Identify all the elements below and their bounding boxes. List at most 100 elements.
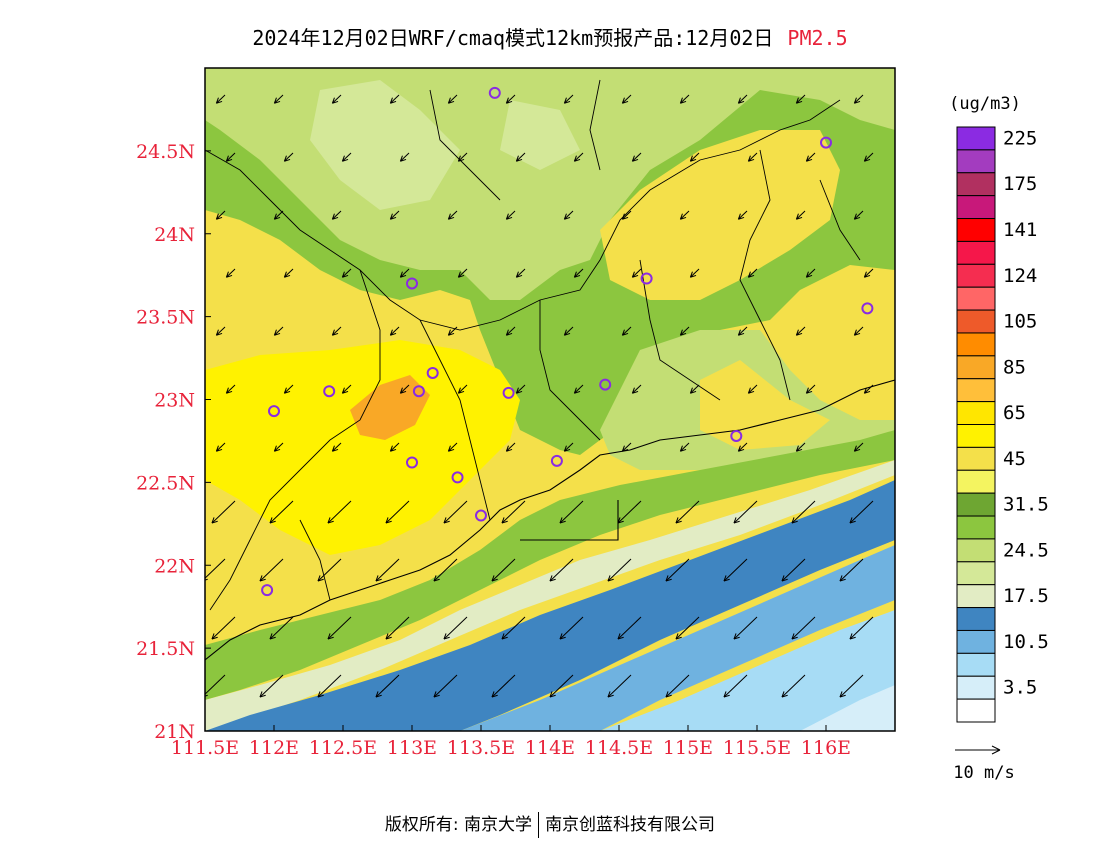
wind-field [205, 94, 874, 698]
station-marker [406, 277, 418, 290]
wind-arrow [795, 442, 806, 452]
field-band-core-orange [350, 375, 430, 440]
legend-label: 225 [1003, 127, 1037, 149]
lon-tick-label: 115.5E [723, 737, 791, 759]
legend-swatch [956, 652, 996, 677]
wind-arrow [259, 674, 284, 698]
wind-arrow [447, 326, 458, 336]
wind-arrow [675, 500, 700, 524]
wind-arrow [733, 616, 758, 640]
wind-arrow [515, 152, 526, 162]
station-marker [599, 378, 612, 391]
wind-arrow [389, 326, 400, 336]
wind-scale-label: 10 m/s [953, 763, 1014, 783]
station-marker [426, 366, 439, 379]
wind-arrow [215, 442, 226, 452]
wind-arrow [447, 442, 458, 452]
wind-arrow [805, 384, 816, 394]
legend-label: 141 [1003, 219, 1037, 241]
company-text: 南京创蓝科技有限公司 [545, 815, 716, 835]
wind-arrow [737, 210, 748, 220]
wind-arrow [457, 384, 468, 394]
wind-arrow [853, 94, 864, 104]
legend-swatch [956, 149, 996, 174]
wind-arrow [791, 616, 816, 640]
wind-arrow [317, 674, 342, 698]
wind-arrow [225, 152, 236, 162]
wind-arrow [805, 268, 816, 278]
field-band-sea-pale [800, 685, 895, 731]
field-band-ne-yellow [600, 130, 840, 300]
wind-arrow [781, 558, 806, 582]
wind-arrow [737, 94, 748, 104]
wind-arrow [215, 94, 226, 104]
lat-tick-label: 21N [154, 721, 195, 743]
wind-arrow [505, 210, 516, 220]
wind-arrow [563, 210, 574, 220]
wind-arrow [737, 326, 748, 336]
wind-arrow [341, 268, 352, 278]
legend-swatch [956, 332, 996, 357]
legend-label: 24.5 [1003, 539, 1049, 561]
wind-arrow [269, 500, 294, 524]
lon-tick-label: 113E [387, 737, 437, 759]
wind-arrow [491, 558, 516, 582]
wind-arrow [723, 674, 748, 698]
legend-swatch [956, 584, 996, 609]
wind-arrow [863, 268, 874, 278]
wind-arrow [679, 210, 690, 220]
lon-tick-label: 116E [801, 737, 851, 759]
wind-arrow [839, 674, 864, 698]
field-band-coast-green [205, 430, 895, 700]
wind-arrow [839, 558, 864, 582]
station-marker [730, 429, 743, 442]
station-marker [451, 471, 464, 484]
lon-tick-label: 112E [249, 737, 299, 759]
wind-arrow [549, 674, 574, 698]
legend-swatch [956, 195, 996, 220]
legend-swatch [956, 492, 996, 517]
wind-arrow [457, 152, 468, 162]
wind-arrow [273, 442, 284, 452]
wind-arrow [443, 500, 468, 524]
wind-arrow [853, 442, 864, 452]
wind-arrow [259, 558, 284, 582]
lat-tick-label: 22.5N [136, 472, 195, 494]
wind-arrow [679, 94, 690, 104]
wind-arrow [283, 152, 294, 162]
wind-arrow [689, 152, 700, 162]
wind-arrow [447, 210, 458, 220]
wind-arrow [433, 674, 458, 698]
wind-arrow [399, 268, 410, 278]
legend-swatch [956, 263, 996, 288]
wind-arrow [781, 674, 806, 698]
wind-arrow [631, 384, 642, 394]
wind-arrow [443, 616, 468, 640]
wind-arrow [689, 384, 700, 394]
wind-arrow [331, 442, 342, 452]
wind-arrow [399, 152, 410, 162]
legend-swatch [956, 424, 996, 448]
wind-arrow [863, 152, 874, 162]
legend-label: 85 [1003, 356, 1026, 378]
lat-tick-label: 22N [154, 555, 195, 577]
wind-arrow [283, 268, 294, 278]
lon-tick-label: 114E [525, 737, 575, 759]
wind-arrow [273, 326, 284, 336]
wind-arrow [723, 558, 748, 582]
wind-arrow [515, 384, 526, 394]
wind-arrow [689, 268, 700, 278]
legend-swatch [956, 469, 996, 494]
legend-swatch [956, 401, 996, 426]
lat-tick-label: 24N [154, 224, 195, 246]
wind-arrow [675, 616, 700, 640]
wind-arrow [515, 268, 526, 278]
wind-arrow [341, 384, 352, 394]
footer-separator [538, 812, 540, 838]
lat-tick-label: 23.5N [136, 307, 195, 329]
lat-tick-label: 23N [154, 390, 195, 412]
coastline [205, 379, 895, 661]
wind-arrow [331, 326, 342, 336]
wind-arrow [225, 384, 236, 394]
